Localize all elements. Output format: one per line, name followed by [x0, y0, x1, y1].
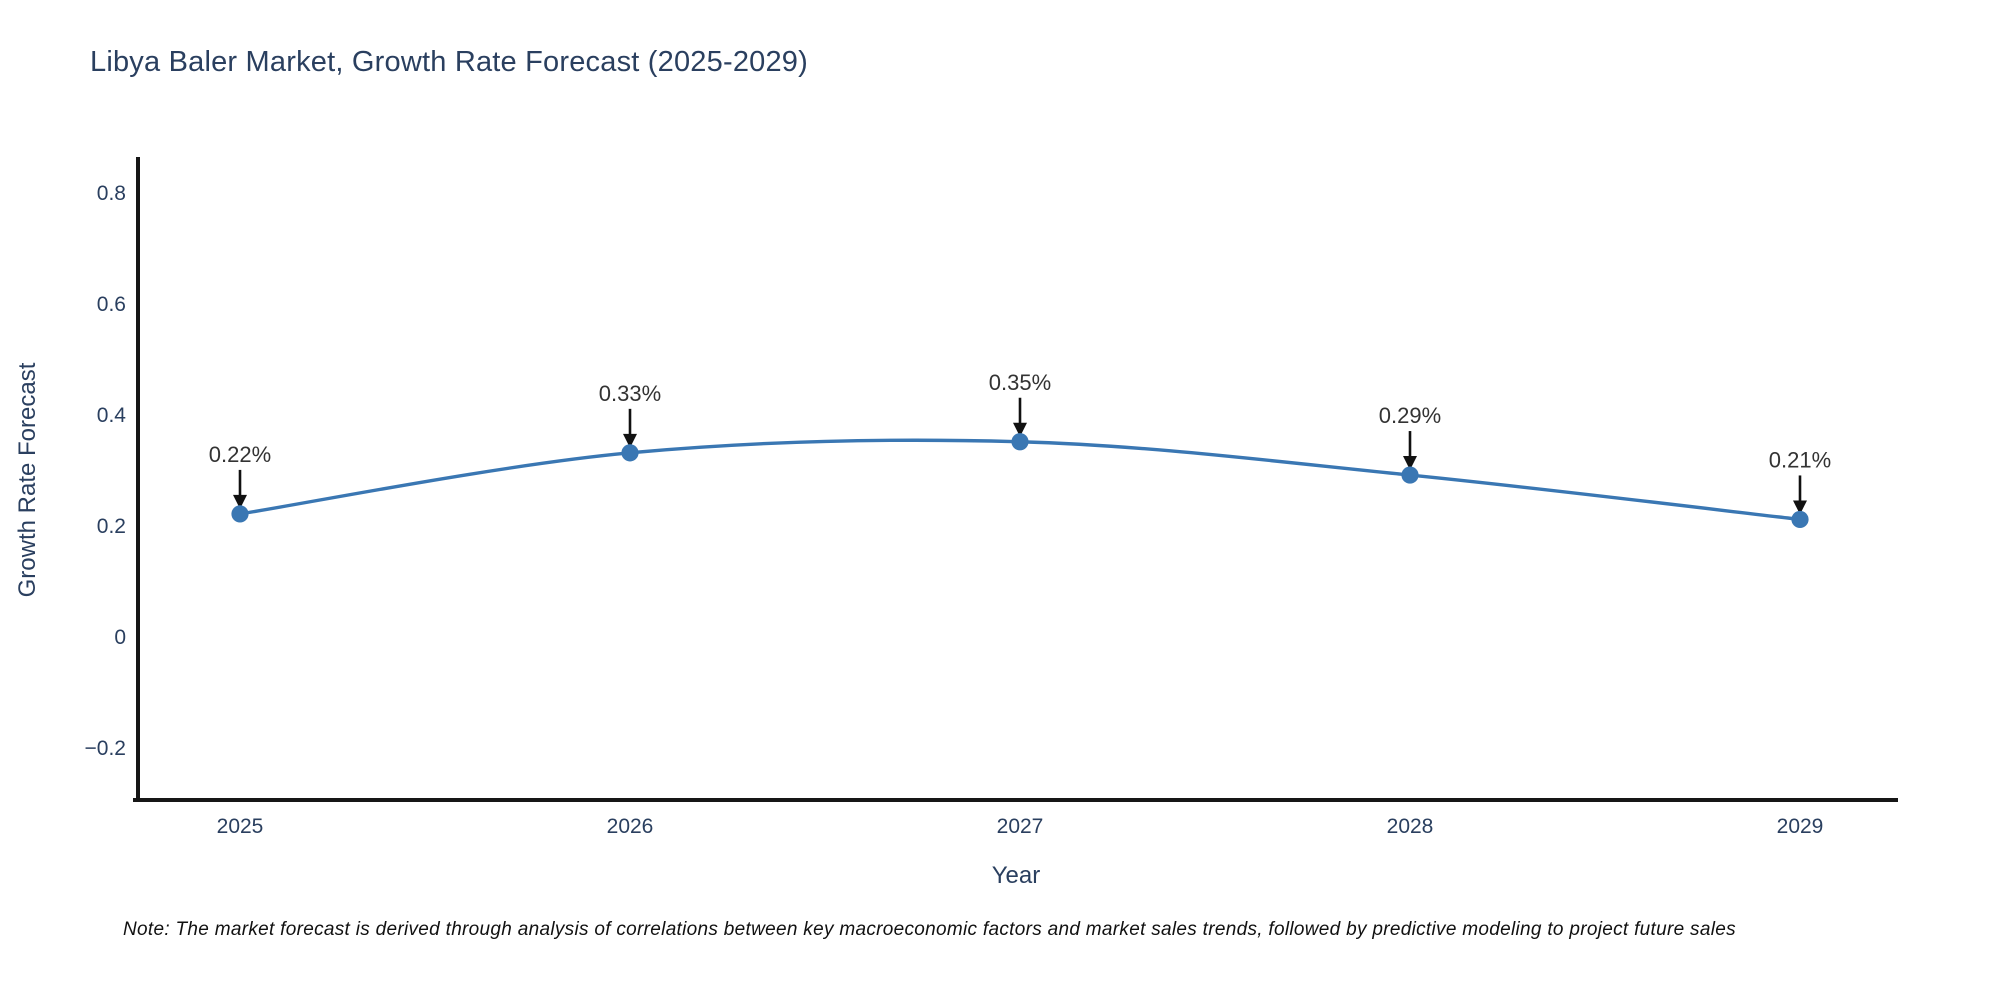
y-tick-label: 0 [114, 626, 126, 649]
data-point[interactable] [1011, 433, 1029, 451]
y-tick-label: 0.4 [97, 404, 127, 427]
annotation-arrowhead [1403, 456, 1417, 471]
forecast-line [238, 438, 1802, 522]
chart-title: Libya Baler Market, Growth Rate Forecast… [90, 46, 808, 78]
x-axis-label: Year [991, 862, 1041, 889]
data-point[interactable] [1401, 466, 1419, 484]
data-point[interactable] [231, 505, 249, 523]
y-tick-label: 0.6 [97, 293, 126, 316]
point-value-label: 0.29% [1379, 403, 1441, 428]
x-tick-label: 2026 [607, 815, 654, 838]
annotation-arrowhead [1013, 422, 1027, 437]
y-tick-label: 0.2 [97, 515, 126, 538]
data-point[interactable] [621, 444, 639, 462]
x-tick-label: 2025 [217, 815, 264, 838]
footnote: Note: The market forecast is derived thr… [123, 919, 1736, 940]
point-value-label: 0.35% [989, 370, 1051, 395]
annotation-arrowhead [1793, 500, 1807, 515]
annotation-arrowhead [233, 494, 247, 509]
data-point[interactable] [1791, 510, 1809, 529]
y-tick-label: 0.8 [97, 182, 126, 205]
annotation-arrowhead [623, 433, 637, 448]
point-value-label: 0.21% [1769, 447, 1831, 472]
x-tick-label: 2029 [1777, 815, 1824, 838]
x-tick-label: 2027 [997, 815, 1044, 838]
x-tick-label: 2028 [1387, 815, 1434, 838]
y-tick-label: −0.2 [85, 737, 126, 760]
point-value-label: 0.33% [599, 381, 661, 406]
point-value-label: 0.22% [209, 442, 271, 467]
